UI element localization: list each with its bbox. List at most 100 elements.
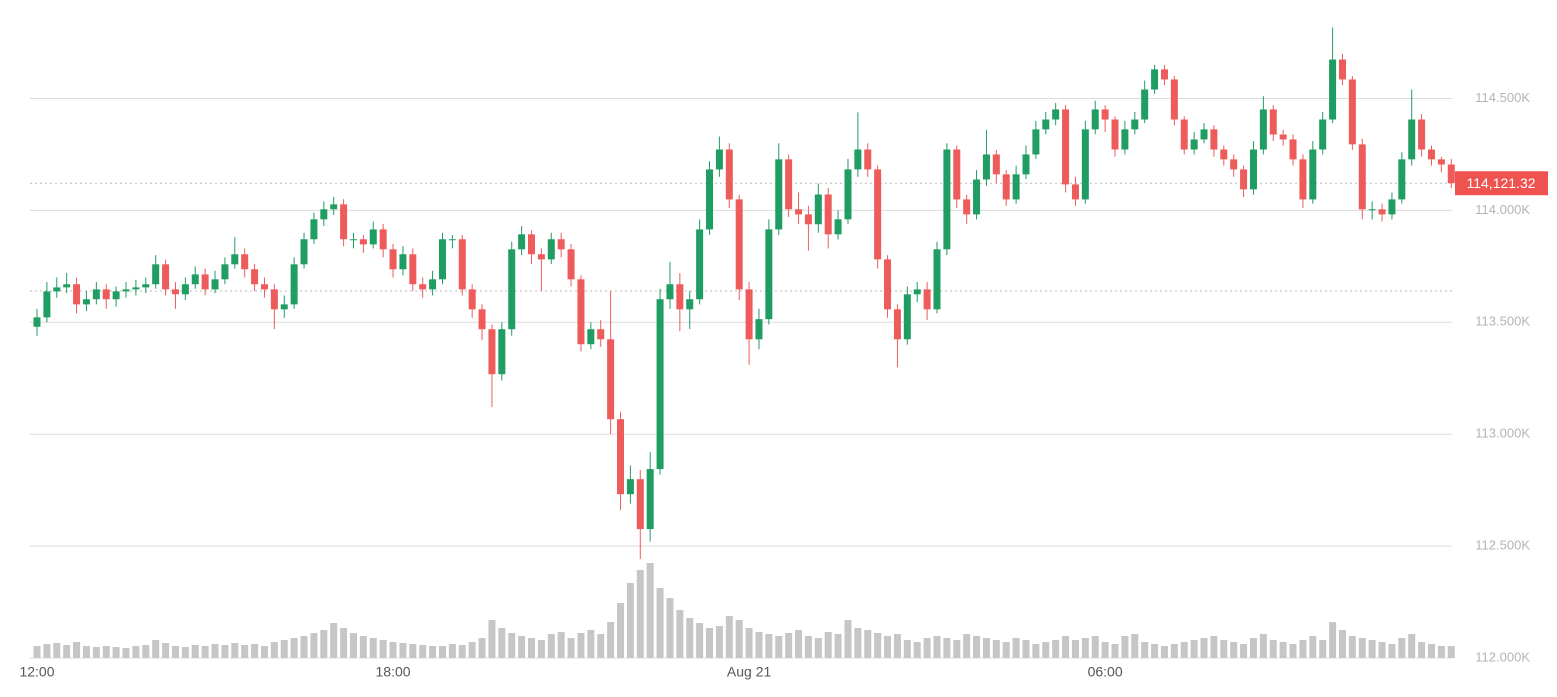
candle-body [201, 274, 209, 290]
y-tick-label: 114.500K [1475, 90, 1530, 105]
candle-body [933, 249, 941, 310]
volume-bar [359, 636, 367, 658]
candle-body [1329, 59, 1337, 120]
candle-body [587, 329, 595, 345]
volume-bar [1071, 640, 1079, 658]
volume-bar [844, 620, 852, 658]
volume-bar [389, 642, 397, 658]
candle-body [715, 149, 723, 170]
candle-body [399, 254, 407, 270]
candle-body [112, 291, 120, 300]
volume-bar [864, 630, 872, 658]
candle-body [1418, 119, 1426, 150]
volume-bar [112, 647, 120, 658]
candle-body [1259, 109, 1267, 150]
candle-body [340, 204, 348, 240]
volume-bar [171, 646, 179, 658]
candle-body [874, 169, 882, 260]
candle-body [260, 284, 268, 290]
volume-bar [1309, 636, 1317, 658]
candle-body [369, 229, 377, 245]
volume-bar [162, 643, 170, 658]
volume-bar [498, 628, 506, 658]
candle-body [755, 319, 763, 340]
volume-bar [1141, 642, 1149, 658]
candle-body [696, 229, 704, 300]
volume-bar [854, 628, 862, 658]
candle-body [676, 284, 684, 310]
volume-bar [933, 636, 941, 658]
candle-body [389, 249, 397, 270]
volume-bar [903, 640, 911, 658]
candle-body [1388, 199, 1396, 215]
candle-body [1210, 129, 1218, 150]
volume-bar [152, 640, 160, 658]
volume-bar [547, 634, 555, 658]
candle-body [1002, 174, 1010, 200]
volume-bar [706, 628, 714, 658]
candle-body [884, 259, 892, 310]
volume-bar [1151, 644, 1159, 658]
candle-body [33, 317, 41, 327]
candle-body [992, 154, 1000, 175]
volume-bar [1319, 640, 1327, 658]
y-tick-label: 113.500K [1475, 314, 1530, 329]
volume-bar [399, 643, 407, 658]
candle-body [893, 309, 901, 340]
candle-body [814, 194, 822, 225]
volume-bar [884, 636, 892, 658]
candle-body [745, 289, 753, 340]
candle-body [785, 159, 793, 210]
candle-body [1071, 184, 1079, 200]
volume-bar [438, 646, 446, 658]
candle-body [162, 264, 170, 290]
candle-body [626, 479, 634, 495]
candle-body [409, 254, 417, 285]
candle-body [775, 159, 783, 230]
candle-body [92, 289, 100, 300]
volume-bar [409, 644, 417, 658]
candle-body [636, 479, 644, 530]
volume-bar [973, 636, 981, 658]
volume-bar [1249, 638, 1257, 658]
candle-body [913, 289, 921, 295]
candle-body [706, 169, 714, 230]
y-tick-label: 112.500K [1475, 538, 1530, 553]
volume-bar [1081, 638, 1089, 658]
volume-bar [448, 644, 456, 658]
candle-body [1289, 139, 1297, 160]
candle-body [142, 284, 150, 288]
volume-bar [834, 634, 842, 658]
volume-bar [429, 646, 437, 658]
volume-bar [290, 638, 298, 658]
candle-body [1230, 159, 1238, 170]
volume-bar [310, 633, 318, 658]
volume-bar [1121, 636, 1129, 658]
candle-body [468, 289, 476, 310]
candle-body [290, 264, 298, 305]
candle-body [330, 204, 338, 210]
candle-body [725, 149, 733, 200]
candle-body [804, 214, 812, 225]
volume-bar [1418, 642, 1426, 658]
candle-body [1062, 109, 1070, 185]
volume-bar [1447, 646, 1455, 658]
candle-body [122, 289, 130, 292]
candle-body [181, 284, 189, 295]
volume-bar [191, 645, 199, 658]
candle-body [903, 294, 911, 340]
candle-body [1348, 79, 1356, 145]
volume-bar [270, 642, 278, 658]
volume-bar [1240, 644, 1248, 658]
volume-bar [626, 583, 634, 658]
volume-bar [676, 610, 684, 658]
volume-bar [1012, 638, 1020, 658]
candle-body [923, 289, 931, 310]
candle-body [251, 269, 259, 285]
candle-body [102, 289, 110, 300]
candle-body [478, 309, 486, 330]
candle-body [419, 284, 427, 290]
candle-body [1081, 129, 1089, 200]
volume-bar [1338, 630, 1346, 658]
